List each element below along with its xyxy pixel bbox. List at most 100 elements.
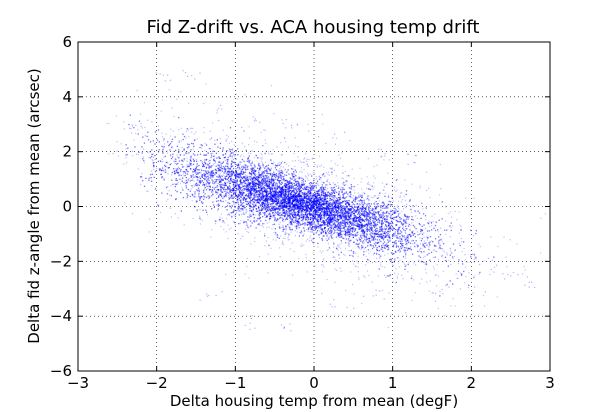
data-point xyxy=(241,208,243,210)
data-point xyxy=(319,178,321,180)
data-point xyxy=(327,221,329,223)
data-point xyxy=(237,163,240,165)
data-point xyxy=(339,214,342,216)
data-point xyxy=(346,221,348,224)
data-point xyxy=(266,207,268,209)
data-point xyxy=(380,228,382,231)
data-point xyxy=(242,205,245,207)
data-point xyxy=(229,191,231,193)
data-point xyxy=(377,217,380,220)
data-point xyxy=(193,139,196,141)
data-point xyxy=(375,223,377,225)
data-point xyxy=(307,197,309,199)
data-point xyxy=(162,148,164,151)
data-point xyxy=(382,250,384,252)
data-point xyxy=(300,214,302,217)
data-point xyxy=(337,229,339,231)
data-point xyxy=(231,180,234,183)
data-point xyxy=(375,206,378,208)
data-point xyxy=(285,217,288,219)
data-point xyxy=(226,173,228,175)
data-point xyxy=(211,170,213,172)
data-point xyxy=(153,164,155,166)
data-point xyxy=(298,226,300,229)
data-point xyxy=(378,215,381,217)
data-point xyxy=(256,201,258,204)
data-point xyxy=(253,201,255,203)
data-point xyxy=(419,256,422,259)
data-point xyxy=(203,174,205,177)
data-point xyxy=(258,209,261,212)
data-point xyxy=(224,181,226,183)
data-point xyxy=(383,235,385,237)
data-point xyxy=(338,207,340,209)
data-point xyxy=(408,234,411,236)
data-point xyxy=(310,207,313,209)
data-point xyxy=(262,163,264,166)
data-point xyxy=(361,234,363,236)
data-point xyxy=(293,200,295,203)
data-point xyxy=(342,215,344,217)
data-point xyxy=(270,180,272,182)
data-point xyxy=(323,201,325,203)
data-point xyxy=(321,221,323,223)
data-point xyxy=(254,192,256,194)
data-point xyxy=(251,167,253,169)
data-point xyxy=(236,195,238,197)
data-point xyxy=(391,217,393,220)
data-point xyxy=(339,228,341,230)
data-point xyxy=(295,171,297,173)
data-point xyxy=(281,182,283,184)
data-point xyxy=(358,212,360,214)
data-point xyxy=(330,192,333,194)
data-point xyxy=(185,152,187,154)
data-point xyxy=(219,142,222,145)
data-point xyxy=(365,213,367,216)
data-point xyxy=(369,233,371,235)
data-point xyxy=(280,178,283,180)
data-point xyxy=(373,246,375,248)
data-point xyxy=(157,151,160,153)
data-point xyxy=(400,247,403,250)
data-point xyxy=(307,213,309,215)
data-point xyxy=(391,210,393,213)
data-point xyxy=(382,239,385,241)
data-point xyxy=(198,190,200,192)
data-point xyxy=(258,165,260,167)
data-point xyxy=(326,212,328,214)
data-point xyxy=(252,173,254,175)
data-point xyxy=(318,215,320,217)
data-point xyxy=(259,213,261,215)
data-point xyxy=(214,173,216,176)
data-point xyxy=(245,184,248,187)
data-point xyxy=(298,203,300,205)
data-point xyxy=(255,190,257,192)
data-point xyxy=(345,217,348,219)
data-point xyxy=(344,221,347,223)
data-point xyxy=(207,152,209,154)
data-point xyxy=(219,185,221,187)
data-point xyxy=(374,238,377,240)
data-point xyxy=(288,186,290,188)
data-point xyxy=(288,200,290,202)
data-point xyxy=(290,178,292,180)
data-point xyxy=(284,233,286,235)
data-point xyxy=(380,255,382,257)
data-point xyxy=(266,184,268,187)
data-point xyxy=(310,186,313,188)
data-point xyxy=(342,217,344,219)
data-point xyxy=(260,209,263,212)
data-point xyxy=(387,275,389,277)
data-point xyxy=(386,239,389,241)
data-point xyxy=(264,188,266,190)
data-point xyxy=(360,236,362,238)
data-point xyxy=(193,196,196,198)
data-point xyxy=(364,215,366,217)
data-point xyxy=(325,194,327,196)
data-point xyxy=(220,190,222,192)
data-point xyxy=(346,231,348,233)
data-point xyxy=(341,197,344,199)
data-point xyxy=(350,215,352,217)
data-point xyxy=(358,214,361,216)
data-point xyxy=(334,199,336,201)
